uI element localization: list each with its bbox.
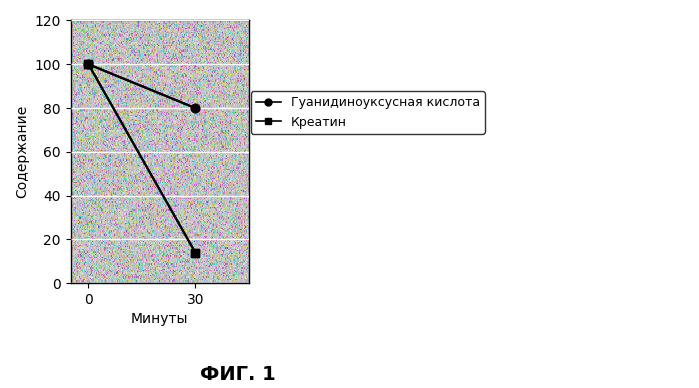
Line: Креатин: Креатин [85, 60, 199, 257]
Y-axis label: Содержание: Содержание [15, 105, 29, 198]
Гуанидиноуксусная кислота [85, 62, 93, 67]
Креатин [85, 62, 93, 67]
Гуанидиноуксусная кислота [191, 106, 199, 110]
Legend: Гуанидиноуксусная кислота, Креатин: Гуанидиноуксусная кислота, Креатин [250, 91, 484, 133]
Креатин [191, 250, 199, 255]
Text: ФИГ. 1: ФИГ. 1 [200, 365, 275, 384]
Line: Гуанидиноуксусная кислота: Гуанидиноуксусная кислота [85, 60, 199, 112]
X-axis label: Минуты: Минуты [131, 312, 189, 326]
